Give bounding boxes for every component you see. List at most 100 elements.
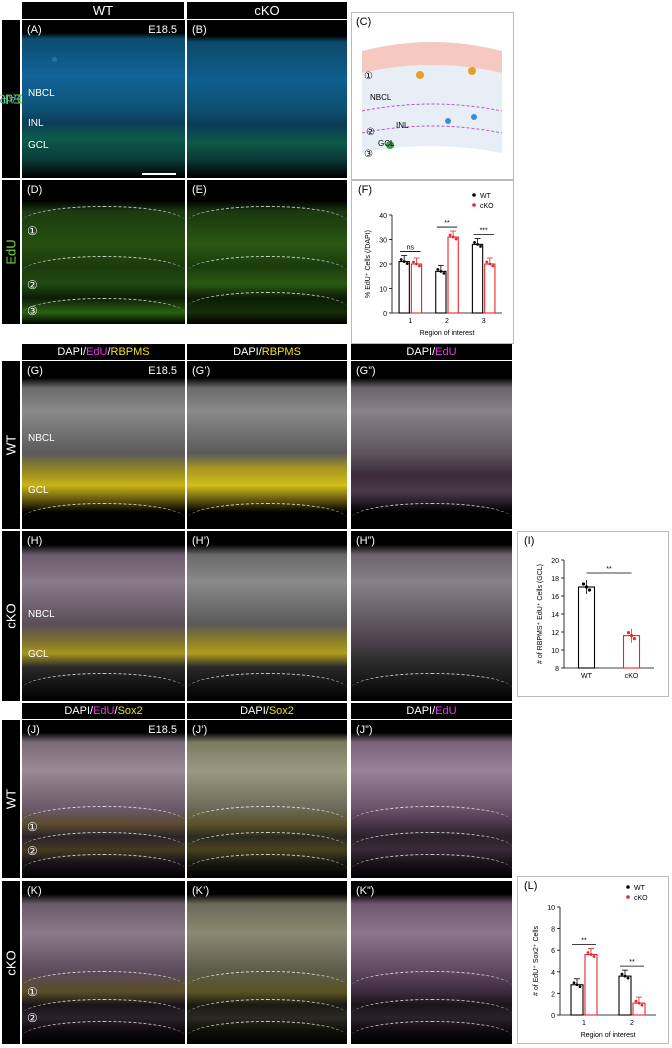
panel-j: (J) E18.5 ① ② bbox=[22, 720, 185, 878]
legend-marker-cko bbox=[472, 203, 476, 207]
x-tick-label: 1 bbox=[408, 318, 412, 325]
significance-label: ** bbox=[581, 938, 587, 945]
dash-g1 bbox=[22, 503, 185, 529]
panel-jp: (J’) bbox=[187, 720, 347, 878]
data-point bbox=[436, 267, 440, 271]
significance-label: *** bbox=[480, 227, 488, 234]
data-point bbox=[418, 264, 421, 268]
panel-e: (E) bbox=[187, 180, 347, 324]
data-point bbox=[485, 260, 489, 264]
panel-g: (G) E18.5 NBCL GCL bbox=[22, 361, 185, 529]
channel-bar-gp: DAPI/RBPMS bbox=[187, 344, 347, 360]
panel-kp-label: (K’) bbox=[192, 885, 210, 897]
graph-f: (F) 0 10 20 30 40 % EdU⁺ Cells (/DAPI) Region … bbox=[351, 180, 514, 344]
x-tick-label: 2 bbox=[445, 318, 449, 325]
panel-d-circle-1: ① bbox=[27, 224, 38, 238]
data-point bbox=[442, 271, 446, 275]
chart-i-svg: 8 10 12 14 16 18 20 # of RBPMS⁺ EdU⁺ Cells (GCL… bbox=[537, 558, 654, 680]
panel-c-circle-2: ② bbox=[366, 127, 375, 138]
data-point bbox=[491, 264, 495, 268]
y-tick-label: 8 bbox=[555, 666, 559, 673]
panel-a-label: (A) bbox=[27, 24, 42, 36]
dash-kp3 bbox=[187, 1021, 347, 1044]
y-tick-label: 20 bbox=[551, 558, 559, 565]
bar-wt bbox=[435, 270, 447, 314]
panel-k-circle-2: ② bbox=[27, 1011, 38, 1025]
panel-c-label: (C) bbox=[356, 16, 372, 28]
dash-jpp1 bbox=[351, 806, 512, 837]
jp-bar-sox: Sox2 bbox=[268, 705, 294, 717]
channel-bar-gpp: DAPI/EdU bbox=[351, 344, 512, 360]
y-tick-label: 2 bbox=[551, 991, 555, 998]
dash-j3 bbox=[22, 854, 185, 878]
legend-marker-wt bbox=[626, 885, 630, 889]
jpp-bar-edu: EdU bbox=[435, 705, 457, 717]
y-tick-label: 8 bbox=[551, 927, 555, 934]
data-point bbox=[448, 233, 452, 237]
bar-wt bbox=[570, 984, 584, 1016]
data-point bbox=[578, 985, 582, 989]
data-point bbox=[473, 241, 476, 244]
dash-jp2 bbox=[187, 832, 347, 863]
cell-orange-2 bbox=[468, 67, 476, 75]
boundary-1 bbox=[361, 103, 503, 112]
data-point bbox=[640, 1003, 644, 1007]
panel-a: (A) E18.5 NBCL INL GCL bbox=[22, 20, 185, 178]
data-point bbox=[634, 999, 638, 1003]
panel-k-label: (K) bbox=[27, 885, 42, 897]
dash-k2 bbox=[22, 999, 185, 1030]
panel-k-circle-1: ① bbox=[27, 985, 38, 999]
data-point bbox=[402, 260, 406, 263]
dash-j2 bbox=[22, 832, 185, 863]
data-point bbox=[589, 953, 593, 956]
dash-k1 bbox=[22, 971, 185, 1002]
scale-bar bbox=[142, 173, 176, 175]
data-point bbox=[623, 974, 627, 978]
dash-hpp1 bbox=[351, 673, 512, 701]
dash-h1 bbox=[22, 673, 185, 701]
y-tick-label: 6 bbox=[551, 948, 555, 955]
y-tick-label: 40 bbox=[379, 213, 387, 220]
bar-cko bbox=[447, 236, 459, 314]
dash-jpp3 bbox=[351, 854, 512, 878]
panel-a-nbcl: NBCL bbox=[28, 88, 55, 99]
cell-orange-1 bbox=[416, 71, 424, 79]
dash-jpp2 bbox=[351, 832, 512, 863]
dash-kpp2 bbox=[351, 999, 512, 1030]
side-label-cko-k: cKO bbox=[2, 881, 20, 1044]
y-tick-label: 0 bbox=[551, 1013, 555, 1020]
panel-kpp-label: (K”) bbox=[356, 885, 375, 897]
side-label-cko-h: cKO bbox=[2, 531, 20, 701]
panel-a-inl: INL bbox=[28, 118, 44, 129]
schematic-svg bbox=[361, 42, 503, 153]
data-point bbox=[586, 951, 590, 954]
data-point bbox=[488, 262, 492, 266]
panel-jpp-label: (J”) bbox=[356, 724, 373, 736]
bar-cko bbox=[410, 263, 423, 314]
panel-c: (C) ① NBCL INL ② GCL ③ bbox=[351, 12, 514, 180]
y-tick-label: 16 bbox=[551, 594, 559, 601]
data-point bbox=[572, 981, 576, 985]
data-point bbox=[575, 983, 579, 987]
side-label-dapi-edu: DAPI/EdU bbox=[0, 20, 26, 178]
j-bar-dapi: DAPI/ bbox=[64, 705, 94, 717]
y-axis-label: % EdU⁺ Cells (/DAPI) bbox=[365, 230, 372, 298]
bar-cko bbox=[484, 263, 496, 314]
dash-d3 bbox=[22, 298, 185, 324]
y-tick-label: 10 bbox=[547, 905, 555, 912]
panel-gpp: (G”) bbox=[351, 361, 512, 529]
dash-kp1 bbox=[187, 971, 347, 1002]
legend-label-cko: cKO bbox=[480, 203, 494, 210]
graph-i: (I) 8 10 12 14 16 18 20 # of RBPMS⁺ EdU⁺ Cells … bbox=[517, 531, 669, 697]
panel-j-circle-2: ② bbox=[27, 844, 38, 858]
significance-label: ** bbox=[606, 566, 612, 573]
y-tick-label: 0 bbox=[383, 311, 387, 318]
graph-f-label: (F) bbox=[358, 184, 373, 196]
dash-kpp1 bbox=[351, 971, 512, 1002]
panel-j-stage: E18.5 bbox=[148, 724, 177, 736]
panel-c-circle-3: ③ bbox=[364, 149, 373, 160]
j-bar-edu: EdU bbox=[93, 705, 115, 717]
rpe-layer bbox=[362, 42, 502, 73]
gp-bar-dapi: DAPI/ bbox=[233, 346, 262, 358]
panel-d-label: (D) bbox=[27, 184, 43, 196]
